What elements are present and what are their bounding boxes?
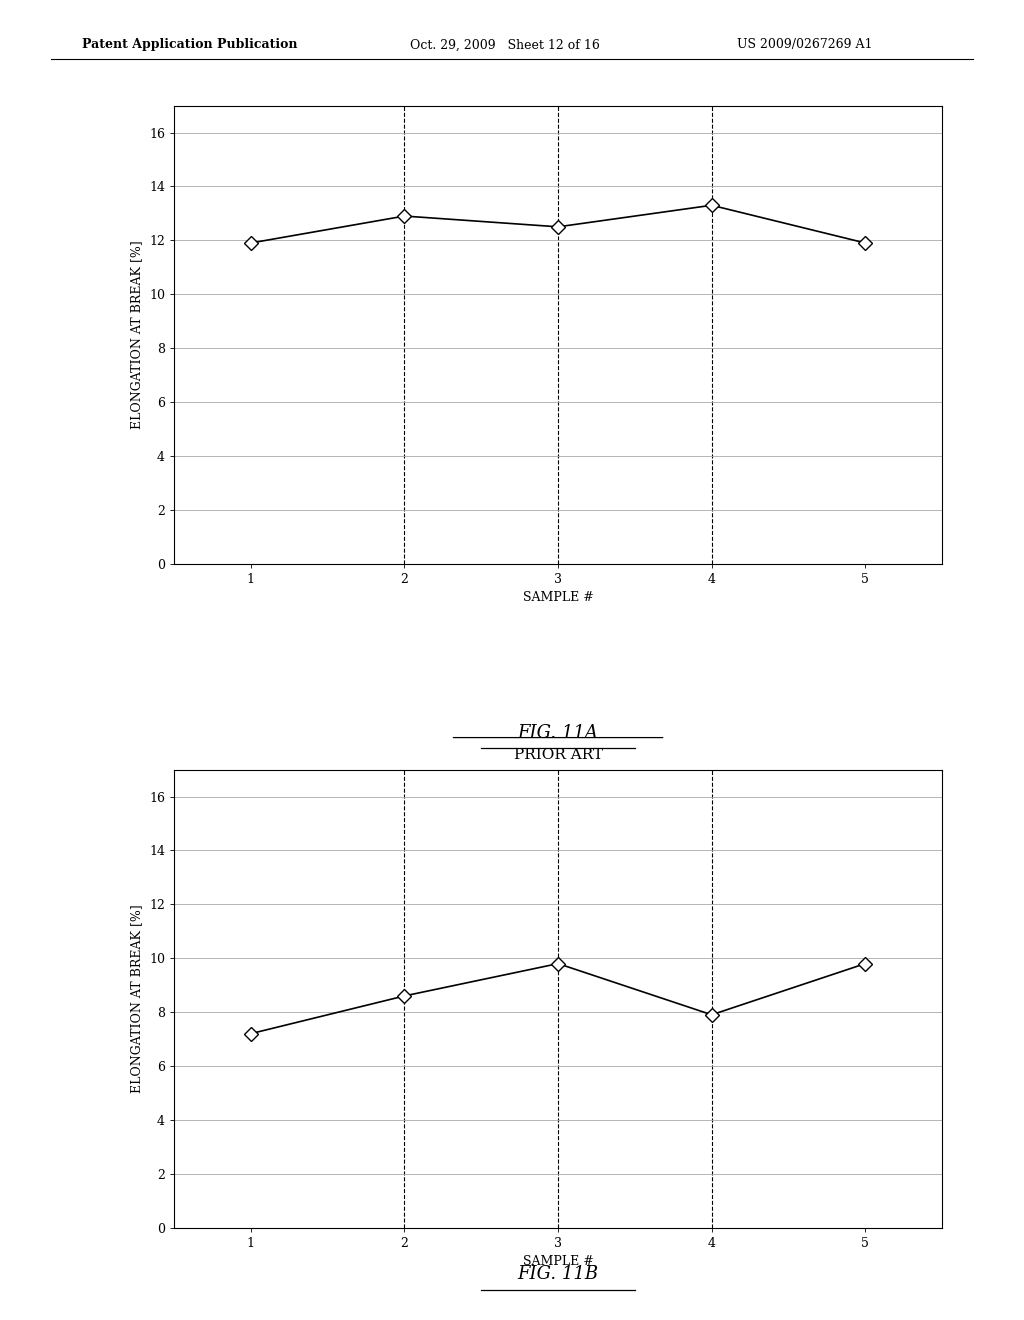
Y-axis label: ELONGATION AT BREAK [%]: ELONGATION AT BREAK [%] xyxy=(130,240,143,429)
X-axis label: SAMPLE #: SAMPLE # xyxy=(522,1255,594,1269)
Text: FIG. 11A: FIG. 11A xyxy=(518,723,598,742)
Text: FIG. 11B: FIG. 11B xyxy=(517,1265,599,1283)
Title: PRIOR ART: PRIOR ART xyxy=(513,747,603,762)
X-axis label: SAMPLE #: SAMPLE # xyxy=(522,591,594,605)
Text: US 2009/0267269 A1: US 2009/0267269 A1 xyxy=(737,38,872,51)
Text: Patent Application Publication: Patent Application Publication xyxy=(82,38,297,51)
Y-axis label: ELONGATION AT BREAK [%]: ELONGATION AT BREAK [%] xyxy=(130,904,143,1093)
Text: Oct. 29, 2009   Sheet 12 of 16: Oct. 29, 2009 Sheet 12 of 16 xyxy=(410,38,599,51)
